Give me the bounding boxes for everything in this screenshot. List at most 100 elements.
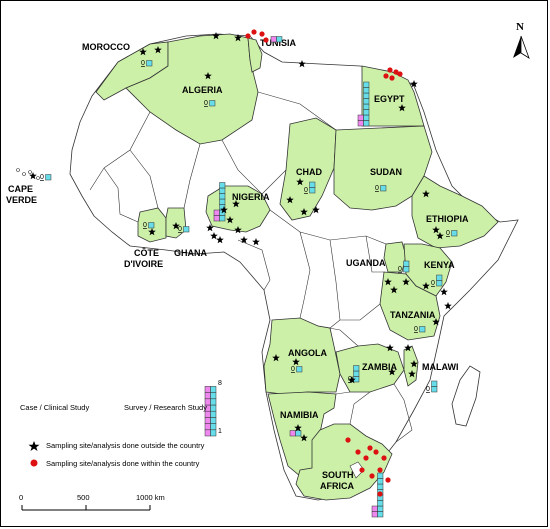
sampling-outside-star-icon [348, 376, 356, 384]
sampling-outside-star-icon [390, 286, 398, 294]
survey-study-bar-cell [363, 98, 370, 105]
sampling-outside-star-icon [204, 72, 212, 80]
north-label: N [516, 21, 524, 33]
case-study-zero-label: 0 [375, 185, 379, 192]
survey-study-bar-cell [296, 366, 303, 373]
sampling-outside-star-icon [388, 368, 396, 376]
sampling-within-dot-icon [381, 455, 387, 461]
label-chad: CHAD [296, 167, 322, 177]
case-study-zero-label: 0 [291, 366, 295, 373]
case-study-zero-label: 0 [304, 187, 308, 194]
scale-tick-1000: 1000 km [136, 493, 165, 502]
survey-study-bar-cell [403, 266, 410, 273]
north-arrow-icon [513, 35, 530, 59]
case-study-zero-label: 0 [446, 230, 450, 237]
legend-case-cell [204, 423, 211, 431]
country-sudan [333, 125, 433, 211]
label-ghana: GHANA [174, 248, 207, 258]
label-uganda: UGANDA [346, 258, 386, 268]
sampling-within-dot-icon [359, 467, 365, 473]
survey-study-bar-cell [451, 230, 458, 237]
survey-study-bar-cell [363, 103, 370, 110]
scale-bar: 0 500 1000 km [19, 493, 165, 511]
survey-study-bar-cell [436, 274, 443, 281]
sampling-outside-star-icon [240, 236, 248, 244]
sampling-outside-star-icon [432, 226, 440, 234]
cape-verde-island [16, 168, 20, 172]
legend-survey-cell [210, 404, 217, 412]
label-kenya: KENYA [424, 260, 455, 270]
sampling-outside-star-icon [29, 172, 37, 180]
survey-study-bar-cell [363, 120, 370, 127]
sampling-within-dot-icon [363, 455, 369, 461]
label-cape-verde-2: VERDE [6, 195, 37, 205]
label-tunisia: TUNISIA [260, 38, 297, 48]
sampling-within-dot-icon [259, 31, 265, 37]
case-study-bar-cell [357, 120, 364, 127]
sampling-outside-star-icon [402, 278, 410, 286]
sampling-within-dot-icon [389, 75, 395, 81]
case-study-bar-cell [270, 36, 277, 43]
legend-survey-cell [210, 410, 217, 418]
sampling-outside-star-icon [139, 48, 147, 56]
cape-verde-island [28, 170, 32, 174]
survey-study-bar-cell [377, 500, 384, 507]
sampling-outside-star-icon [210, 232, 218, 240]
survey-study-bar-cell [353, 365, 360, 372]
sampling-outside-star-icon [296, 178, 304, 186]
legend-star-icon [28, 441, 40, 451]
survey-study-bar-cell [403, 260, 410, 267]
legend-survey-cell [210, 386, 217, 393]
case-study-zero-label: 0 [141, 60, 145, 67]
case-study-zero-label: 0 [414, 326, 418, 333]
legend-dot-icon [30, 459, 38, 467]
sampling-outside-star-icon [404, 344, 412, 352]
survey-study-bar-cell [209, 100, 216, 107]
case-study-bar-cell [357, 114, 364, 121]
legend-scale-min: 1 [218, 428, 222, 435]
sampling-within-dot-icon [345, 437, 351, 443]
sampling-within-dot-icon [367, 445, 373, 451]
sampling-outside-star-icon [422, 282, 430, 290]
survey-study-bar-cell [363, 81, 370, 88]
case-study-bar-cell [213, 215, 220, 222]
survey-study-bar-cell [431, 380, 438, 387]
legend: 8 1 Case / Clinical Study Survey / Resea… [20, 380, 222, 468]
sampling-outside-star-icon [384, 278, 392, 286]
survey-study-bar-cell [419, 326, 426, 333]
sampling-outside-star-icon [226, 216, 234, 224]
legend-survey-cell [210, 417, 217, 424]
survey-study-bar-cell [363, 109, 370, 116]
case-study-zero-label: 0 [204, 100, 208, 107]
sampling-outside-star-icon [286, 196, 294, 204]
sampling-outside-star-icon [272, 354, 280, 362]
sampling-outside-star-icon [292, 358, 300, 366]
sampling-outside-star-icon [300, 434, 308, 442]
survey-study-bar-cell [219, 198, 226, 205]
sampling-outside-star-icon [398, 104, 406, 112]
label-cote-divoire-2: D'IVOIRE [124, 259, 163, 269]
legend-star-label: Sampling site/analysis done outside the … [46, 441, 205, 450]
label-namibia: NAMIBIA [280, 410, 319, 420]
legend-scale-max: 8 [218, 380, 222, 387]
survey-study-bar-cell [295, 430, 302, 437]
legend-dot-label: Sampling site/analysis done within the c… [46, 459, 200, 468]
sampling-outside-star-icon [172, 222, 180, 230]
sampling-within-dot-icon [251, 29, 257, 35]
country-tunisia [247, 37, 263, 73]
survey-study-bar-cell [45, 174, 52, 181]
survey-study-bar-cell [309, 187, 316, 194]
sampling-within-dot-icon [245, 33, 251, 39]
scale-tick-500: 500 [77, 493, 90, 502]
case-study-zero-label: 0 [398, 266, 402, 273]
survey-study-bar-cell [436, 280, 443, 287]
legend-survey-cell [210, 392, 217, 400]
sampling-within-dot-icon [393, 69, 399, 75]
sampling-within-dot-icon [377, 467, 383, 473]
legend-case-cell [204, 429, 211, 437]
sampling-outside-star-icon [386, 344, 394, 352]
sampling-outside-star-icon [432, 318, 440, 326]
border-lines [89, 91, 413, 443]
sampling-outside-star-icon [154, 46, 162, 54]
survey-study-bar-cell [431, 386, 438, 393]
